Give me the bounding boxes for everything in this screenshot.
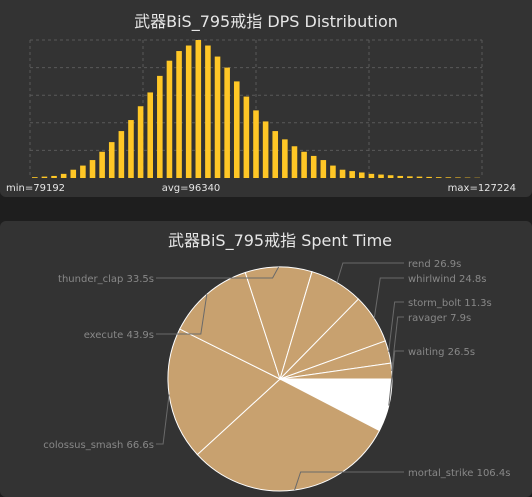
pie-label-ravager: ravager 7.9s — [408, 313, 471, 324]
dps-bar — [41, 176, 48, 178]
dps-bar — [60, 173, 67, 178]
dps-bar — [32, 177, 38, 178]
pie-label-waiting: waiting 26.5s — [408, 347, 475, 358]
dps-bar — [253, 110, 259, 178]
dps-bar — [330, 165, 336, 178]
dps-bar — [310, 155, 317, 178]
dps-bar — [349, 171, 355, 178]
pie-label-colossus-smash: colossus_smash 66.6s — [43, 440, 154, 451]
dps-bar — [224, 67, 230, 178]
dps-bar — [426, 176, 432, 178]
pie-leader-line — [156, 394, 170, 445]
dps-bar — [195, 40, 202, 178]
dps-bar — [108, 142, 115, 178]
dps-bar — [368, 173, 375, 178]
dps-bar — [455, 177, 461, 178]
dps-bar — [243, 96, 250, 178]
pie-chart-title: 武器BiS_795戒指 Spent Time — [168, 231, 392, 251]
dps-bar — [387, 175, 394, 178]
dps-distribution-chart: 武器BiS_795戒指 DPS Distribution min=79192 a… — [6, 12, 516, 194]
dps-bar — [233, 81, 240, 178]
dps-bar — [272, 131, 279, 178]
dps-bar — [89, 160, 96, 178]
pie-label-thunder-clap: thunder_clap 33.5s — [58, 274, 154, 285]
dps-bar — [397, 175, 404, 178]
spent-time-panel: 武器BiS_795戒指 Spent Time waiting 26.5s mort… — [0, 221, 532, 497]
pie-label-storm-bolt: storm_bolt 11.3s — [408, 298, 492, 309]
pie-leader-line — [388, 301, 404, 352]
dps-distribution-panel: 武器BiS_795戒指 DPS Distribution min=79192 a… — [0, 0, 532, 197]
pie-slices — [167, 266, 393, 492]
dps-bar — [205, 45, 211, 178]
dps-bar — [445, 177, 452, 178]
dps-bar — [416, 176, 423, 178]
dps-bar — [176, 51, 182, 178]
dps-bar — [147, 92, 154, 178]
dps-bar — [407, 176, 413, 178]
dps-bars — [32, 40, 480, 179]
pie-label-mortal-strike: mortal_strike 106.4s — [408, 468, 510, 479]
dps-bar — [291, 146, 298, 178]
pie-leader-line — [156, 266, 280, 279]
dps-bar — [166, 60, 173, 179]
dps-bar — [339, 169, 346, 178]
dps-bar — [185, 45, 192, 178]
pie-leader-line — [373, 277, 404, 319]
pie-leader-line — [156, 294, 208, 335]
dps-bar — [118, 131, 125, 178]
dps-bar — [435, 177, 442, 178]
dps-bar — [378, 174, 384, 178]
pie-leader-line — [336, 262, 404, 283]
dps-bar — [128, 120, 134, 178]
pie-label-whirlwind: whirlwind 24.8s — [408, 274, 486, 285]
pie-labels: waiting 26.5s mortal_strike 106.4s colossu… — [43, 259, 510, 491]
dps-avg-label: avg=96340 — [162, 183, 221, 194]
pie-label-rend: rend 26.9s — [408, 259, 461, 270]
dps-bar — [320, 160, 327, 178]
dps-min-label: min=79192 — [6, 183, 65, 194]
dps-bar — [137, 106, 144, 178]
pie-leader-line — [294, 471, 404, 491]
dps-bar — [99, 151, 105, 178]
dps-bar — [358, 172, 365, 178]
dps-bar — [70, 169, 77, 178]
dps-bar — [262, 121, 269, 178]
pie-label-execute: execute 43.9s — [84, 330, 154, 341]
dps-max-label: max=127224 — [448, 183, 516, 194]
dps-bar — [51, 175, 57, 178]
pie-leader-line — [388, 350, 404, 406]
dps-bar — [282, 139, 288, 178]
dps-bar — [301, 151, 307, 178]
dps-bar — [80, 165, 86, 178]
pie-leader-line — [391, 316, 404, 372]
dps-chart-title: 武器BiS_795戒指 DPS Distribution — [134, 12, 398, 32]
dps-bar — [214, 56, 221, 179]
pie-slice-colossus-smash — [167, 328, 281, 456]
spent-time-chart: 武器BiS_795戒指 Spent Time waiting 26.5s mort… — [43, 231, 510, 492]
dps-bar — [157, 75, 163, 178]
